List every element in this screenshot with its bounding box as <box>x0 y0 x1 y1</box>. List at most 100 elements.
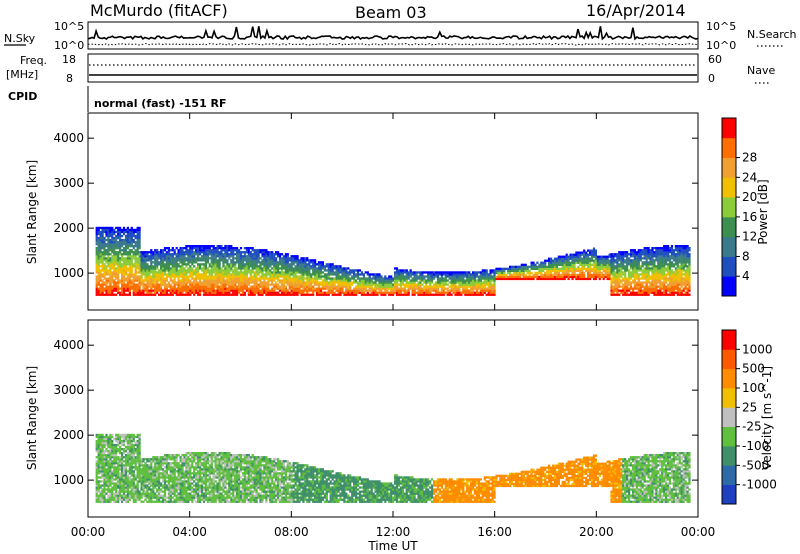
heatmap-cell <box>629 271 633 274</box>
heatmap-cell <box>647 267 650 270</box>
heatmap-cell <box>257 271 260 274</box>
heatmap-cell <box>306 271 309 274</box>
heatmap-cell <box>606 275 609 279</box>
heatmap-cell <box>187 287 190 290</box>
heatmap-cell <box>538 267 541 270</box>
heatmap-cell <box>555 277 558 281</box>
heatmap-cell <box>187 279 190 282</box>
heatmap-cell <box>156 285 159 288</box>
heatmap-cell <box>563 265 566 268</box>
heatmap-cell <box>637 267 640 270</box>
heatmap-cell <box>633 283 636 286</box>
heatmap-cell <box>302 273 305 276</box>
heatmap-cell <box>520 269 523 272</box>
heatmap-cell <box>134 259 137 262</box>
heatmap-cell <box>567 255 570 258</box>
heatmap-cell <box>534 265 537 268</box>
heatmap-cell <box>109 271 112 274</box>
heatmap-cell <box>464 281 467 284</box>
heatmap-cell <box>249 261 252 264</box>
heatmap-cell <box>682 255 685 258</box>
heatmap-cell <box>105 281 108 284</box>
heatmap-cell <box>633 273 636 276</box>
heatmap-cell <box>185 293 188 296</box>
heatmap-cell <box>364 283 367 286</box>
heatmap-cell <box>298 259 301 262</box>
heatmap-cell <box>639 285 642 288</box>
heatmap-cell <box>604 265 607 268</box>
heatmap-cell <box>649 263 652 266</box>
heatmap-cell <box>278 263 282 266</box>
heatmap-cell <box>425 293 428 296</box>
heatmap-cell <box>134 271 137 274</box>
heatmap-cell <box>224 275 227 278</box>
heatmap-cell <box>238 275 241 278</box>
heatmap-cell <box>124 230 128 234</box>
heatmap-cell <box>563 261 566 264</box>
heatmap-cell <box>606 267 609 270</box>
heatmap-cell <box>288 265 291 268</box>
heatmap-cell <box>169 267 172 270</box>
heatmap-cell <box>419 289 422 292</box>
heatmap-cell <box>210 277 213 280</box>
heatmap-cell <box>261 281 264 284</box>
heatmap-cell <box>222 259 225 262</box>
heatmap-cell <box>659 285 662 288</box>
heatmap-cell <box>228 277 231 280</box>
heatmap-cell <box>676 261 679 264</box>
heatmap-cell <box>596 263 599 266</box>
heatmap-cell <box>126 245 129 248</box>
heatmap-cell <box>616 273 619 276</box>
heatmap-cell <box>682 269 685 272</box>
heatmap-cell <box>251 257 254 260</box>
heatmap-cell <box>475 281 479 284</box>
heatmap-cell <box>542 269 545 272</box>
heatmap-cell <box>485 275 488 278</box>
heatmap-cell <box>220 245 223 248</box>
heatmap-cell <box>612 289 615 292</box>
heatmap-cell <box>337 289 340 292</box>
heatmap-cell <box>639 255 642 258</box>
heatmap-cell <box>431 281 434 284</box>
heatmap-cell <box>117 253 120 256</box>
heatmap-cell <box>312 287 315 290</box>
heatmap-cell <box>452 275 455 278</box>
heatmap-cell <box>154 269 157 272</box>
heatmap-cell <box>645 263 648 266</box>
heatmap-cell <box>612 261 615 264</box>
heatmap-cell <box>651 261 654 264</box>
heatmap-cell <box>514 269 518 272</box>
heatmap-cell <box>163 255 167 258</box>
heatmap-cell <box>674 279 677 282</box>
heatmap-cell <box>132 245 135 248</box>
heatmap-cell <box>325 277 328 280</box>
heatmap-cell <box>319 269 323 272</box>
heatmap-cell <box>407 275 410 278</box>
heatmap-cell <box>197 283 200 286</box>
heatmap-cell <box>179 259 182 262</box>
heatmap-cell <box>571 255 574 258</box>
heatmap-cell <box>470 293 473 296</box>
heatmap-cell <box>337 285 340 288</box>
heatmap-cell <box>626 277 629 280</box>
heatmap-cell <box>384 279 387 282</box>
heatmap-cell <box>177 279 180 282</box>
heatmap-cell <box>374 291 377 294</box>
heatmap-cell <box>663 253 666 256</box>
heatmap-cell <box>499 269 502 272</box>
heatmap-cell <box>657 267 660 270</box>
heatmap-cell <box>596 255 599 258</box>
heatmap-cell <box>380 287 383 290</box>
heatmap-cell <box>483 269 486 272</box>
heatmap-cell <box>95 269 98 272</box>
heatmap-cell <box>347 267 350 270</box>
heatmap-cell <box>608 259 611 262</box>
heatmap-cell <box>216 271 219 274</box>
heatmap-cell <box>403 285 406 288</box>
heatmap-cell <box>563 275 566 279</box>
heatmap-cell <box>364 277 367 280</box>
heatmap-cell <box>179 279 182 282</box>
heatmap-cell <box>208 253 211 256</box>
heatmap-cell <box>224 291 227 294</box>
heatmap-cell <box>288 263 291 266</box>
